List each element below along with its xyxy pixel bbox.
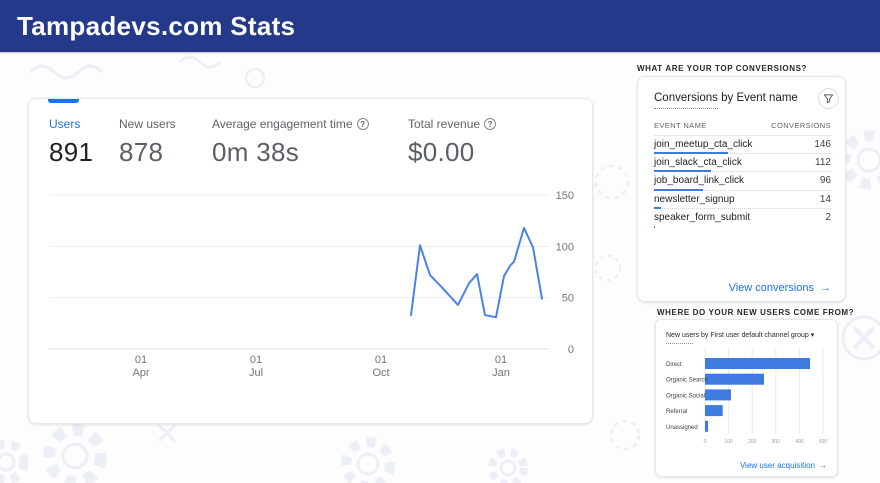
- metric-engagement-label: Average engagement time: [212, 117, 353, 131]
- svg-text:Organic Search: Organic Search: [666, 378, 708, 384]
- dimension-dotted-underline: [666, 343, 693, 344]
- conversion-count: 96: [819, 175, 831, 187]
- app-header: Tampadevs.com Stats: [0, 0, 880, 52]
- svg-text:01: 01: [250, 354, 262, 366]
- svg-text:Unassigned: Unassigned: [666, 425, 698, 431]
- svg-text:Direct: Direct: [666, 362, 682, 368]
- conversion-mini-bar: [654, 225, 655, 228]
- channel-bar-chart: 0 100 200 300 400 500 Direct Organic Search Orga…: [666, 348, 828, 445]
- table-row: job_board_link_click 96: [654, 172, 831, 191]
- svg-text:Jan: Jan: [492, 367, 510, 379]
- help-icon[interactable]: ?: [484, 118, 497, 130]
- view-conversions-link[interactable]: View conversions →: [728, 282, 831, 294]
- conversion-mini-bar: [654, 152, 728, 155]
- event-name: join_slack_cta_click: [654, 157, 742, 169]
- funnel-icon: [823, 94, 834, 104]
- metric-new-users[interactable]: New users 878: [119, 117, 176, 168]
- svg-text:01: 01: [375, 354, 387, 366]
- metric-revenue-label: Total revenue: [408, 117, 481, 131]
- arrow-right-icon: →: [820, 282, 831, 294]
- metric-total-revenue[interactable]: Total revenue ? $0.00: [408, 117, 497, 168]
- svg-text:0: 0: [568, 344, 574, 356]
- users-overview-card: Users 891 New users 878 Average engageme…: [28, 98, 593, 424]
- svg-text:300: 300: [772, 439, 781, 445]
- conversion-count: 2: [825, 212, 831, 224]
- metric-users[interactable]: Users 891: [49, 117, 93, 168]
- wave-doodle: [28, 64, 104, 80]
- conversions-card: Conversions by Event name EVENT NAME CON…: [637, 76, 846, 302]
- event-name: join_meetup_cta_click: [654, 139, 753, 151]
- acquisition-section-title: WHERE DO YOUR NEW USERS COME FROM?: [657, 308, 855, 317]
- metric-engagement-value: 0m 38s: [212, 137, 300, 167]
- conversion-count: 14: [819, 193, 831, 205]
- svg-text:Apr: Apr: [132, 367, 149, 379]
- metric-users-label: Users: [49, 117, 81, 131]
- svg-text:01: 01: [495, 354, 507, 366]
- svg-text:100: 100: [556, 241, 574, 253]
- metric-new-users-label: New users: [119, 117, 176, 131]
- svg-text:01: 01: [135, 354, 147, 366]
- conversion-mini-bar: [654, 170, 711, 173]
- table-row: speaker_form_submit 2: [654, 209, 831, 228]
- arrow-right-icon: →: [819, 461, 827, 470]
- page-title: Tampadevs.com Stats: [17, 10, 296, 41]
- view-user-acquisition-link[interactable]: View user acquisition →: [739, 461, 827, 470]
- metric-revenue-value: $0.00: [408, 137, 475, 167]
- svg-text:0: 0: [704, 439, 707, 445]
- active-metric-tab-indicator: [48, 99, 79, 103]
- svg-text:400: 400: [795, 439, 804, 445]
- svg-text:Referral: Referral: [666, 409, 687, 415]
- svg-text:500: 500: [819, 439, 828, 445]
- conversion-count: 112: [815, 157, 831, 169]
- svg-text:50: 50: [562, 293, 574, 305]
- event-name: speaker_form_submit: [654, 212, 751, 224]
- table-row: join_slack_cta_click 112: [654, 154, 831, 173]
- svg-text:Organic Social: Organic Social: [666, 393, 705, 399]
- table-row: join_meetup_cta_click 146: [654, 136, 831, 155]
- table-row: newsletter_signup 14: [654, 191, 831, 209]
- conversions-card-title[interactable]: Conversions by Event name: [654, 92, 798, 104]
- gear-doodle: [61, 442, 89, 470]
- acquisition-card-title[interactable]: New users by First user default channel …: [666, 332, 815, 339]
- acquisition-card: New users by First user default channel …: [655, 319, 838, 477]
- conversion-mini-bar: [654, 188, 703, 191]
- filter-button[interactable]: [818, 88, 839, 109]
- svg-text:Oct: Oct: [372, 367, 389, 379]
- svg-text:150: 150: [556, 190, 574, 202]
- metric-new-users-value: 878: [119, 137, 164, 167]
- conversions-table: EVENT NAME CONVERSIONS join_meetup_cta_c…: [654, 117, 831, 228]
- gear-doodle: [43, 424, 107, 483]
- svg-text:200: 200: [748, 439, 757, 445]
- event-name: newsletter_signup: [654, 193, 735, 205]
- dimension-dotted-underline: [654, 108, 718, 109]
- svg-text:100: 100: [724, 439, 733, 445]
- metric-users-value: 891: [49, 137, 94, 167]
- chevron-down-icon: ▾: [810, 332, 815, 339]
- metric-engagement-time[interactable]: Average engagement time ? 0m 38s: [212, 117, 369, 168]
- cross-circle-doodle: [841, 315, 880, 361]
- help-icon[interactable]: ?: [356, 118, 369, 130]
- svg-text:Jul: Jul: [249, 367, 263, 379]
- event-name: job_board_link_click: [654, 175, 745, 187]
- conversion-count: 146: [814, 139, 831, 151]
- column-conversions: CONVERSIONS: [771, 121, 831, 130]
- column-event-name: EVENT NAME: [654, 121, 707, 130]
- conversion-mini-bar: [654, 206, 661, 209]
- circle-doodle: [594, 164, 630, 200]
- conversions-section-title: WHAT ARE YOUR TOP CONVERSIONS?: [637, 64, 808, 73]
